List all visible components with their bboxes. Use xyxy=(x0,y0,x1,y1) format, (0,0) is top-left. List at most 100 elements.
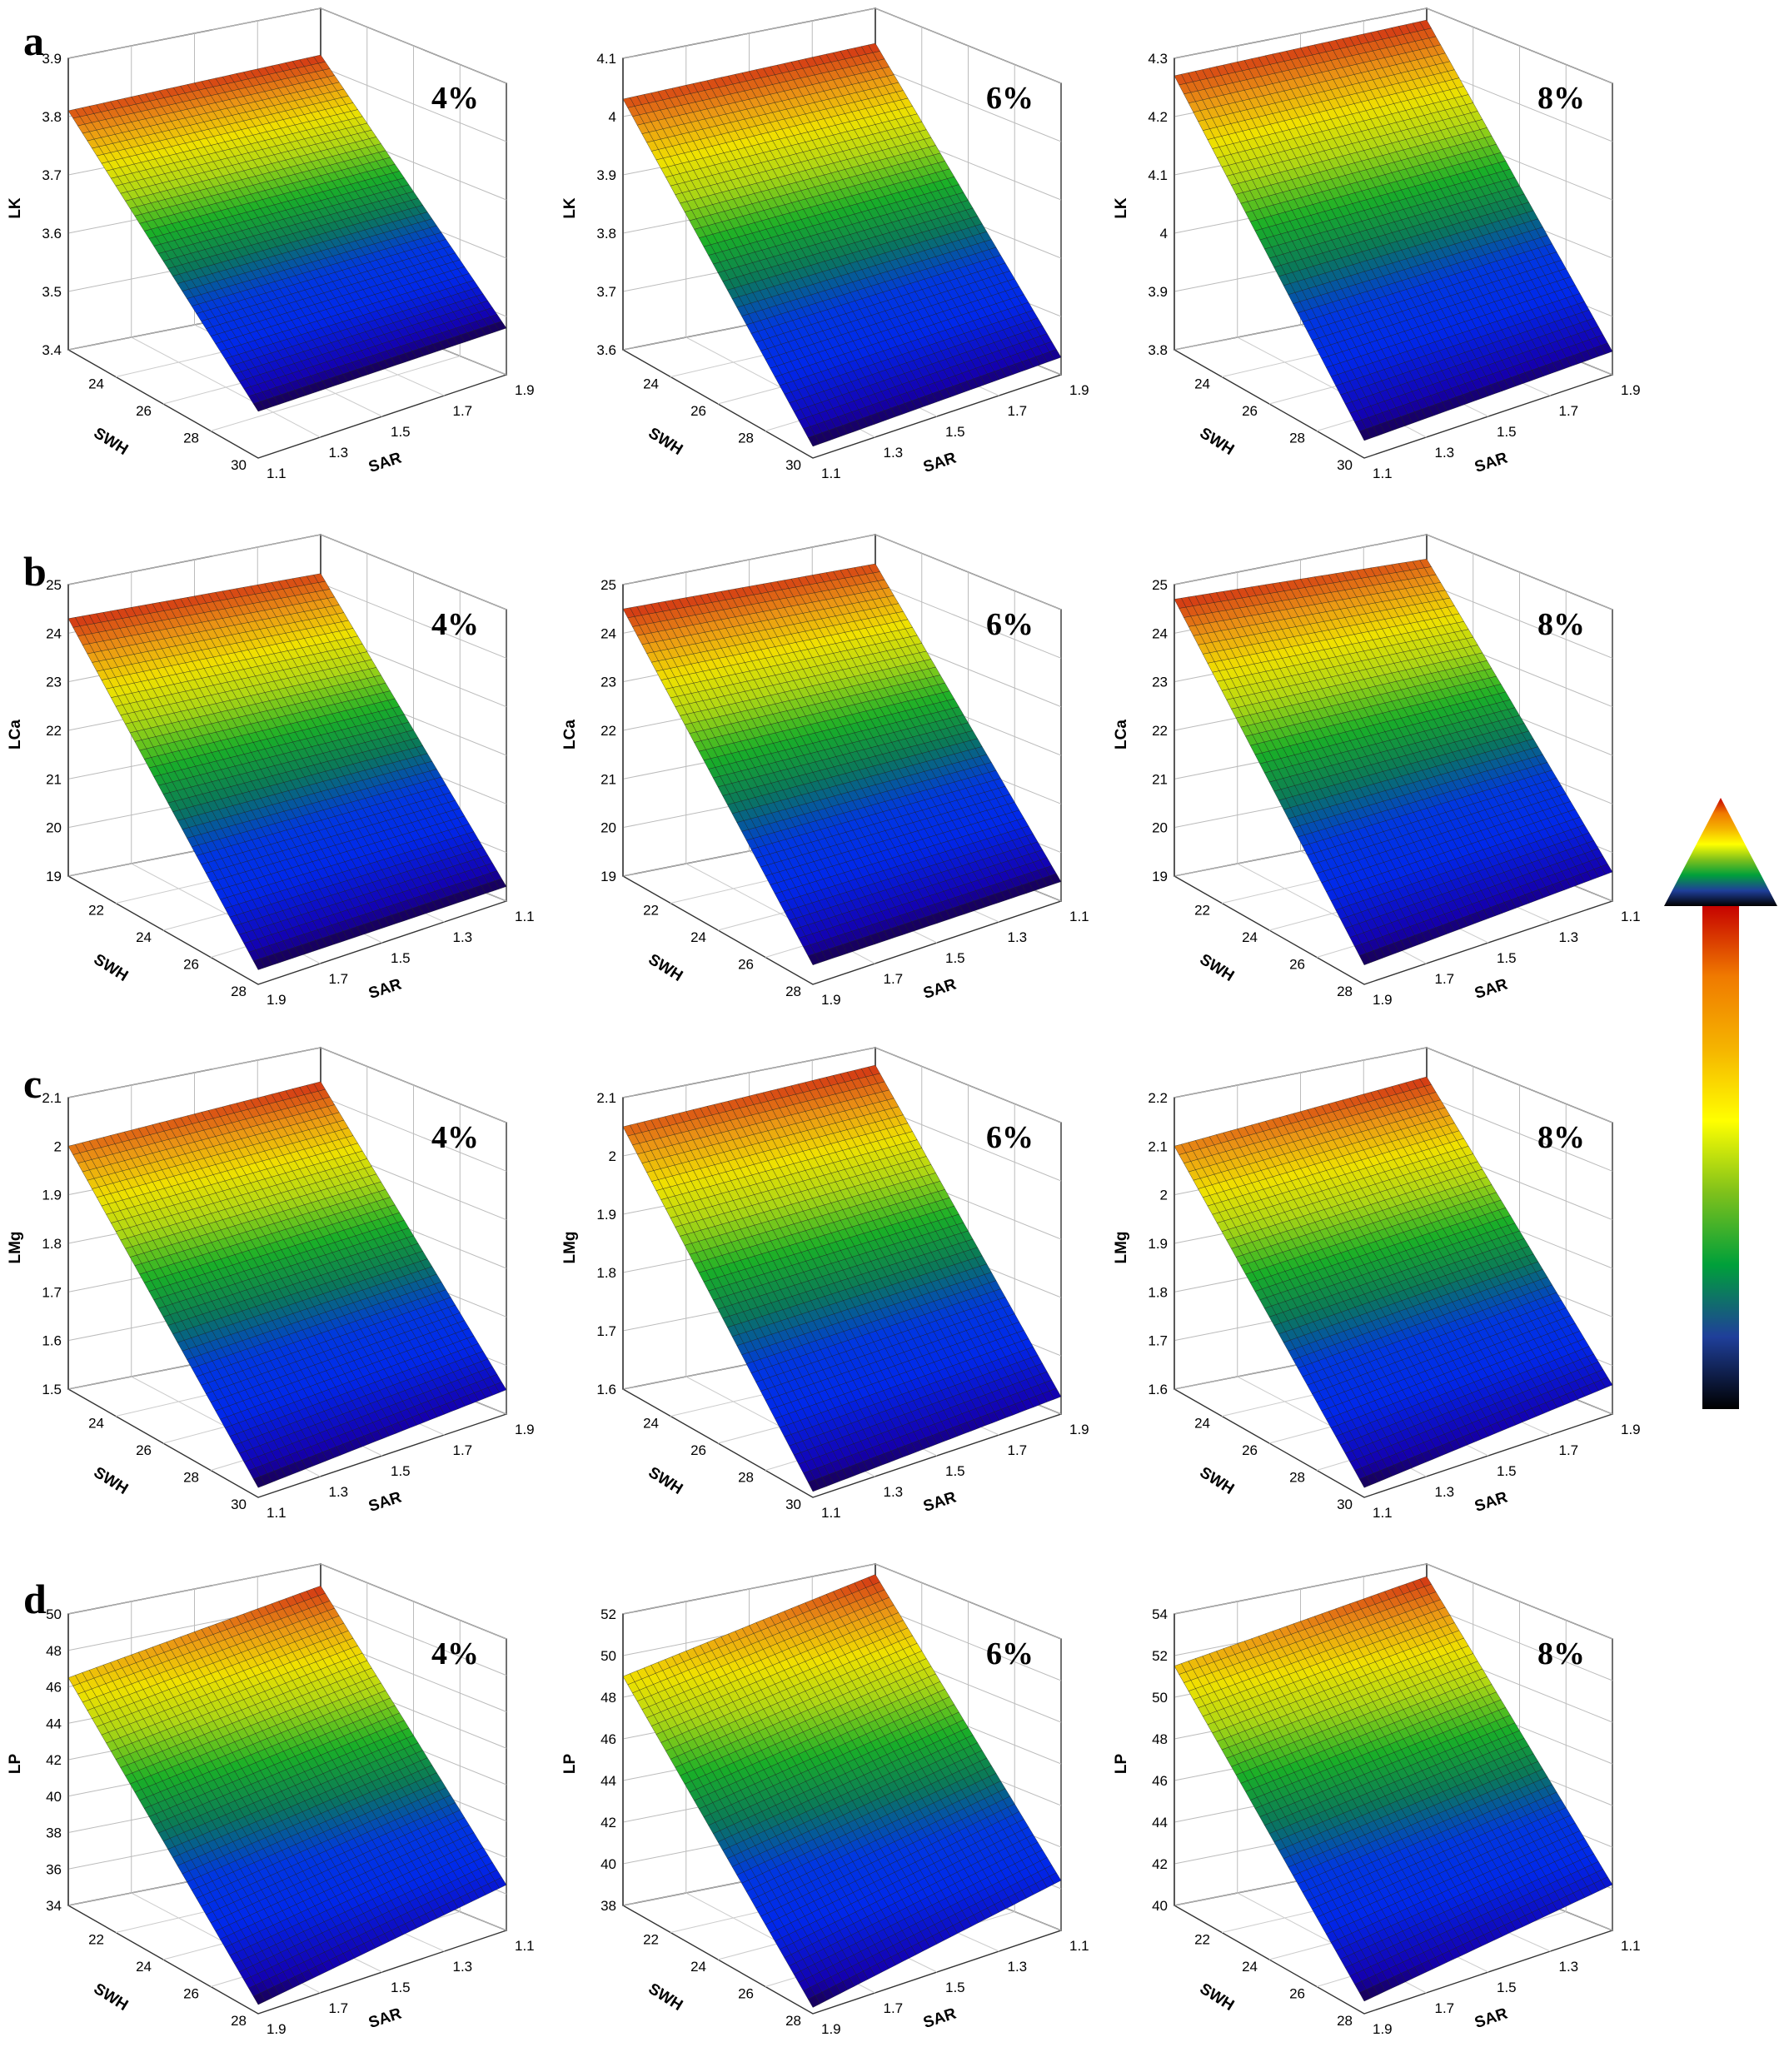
y-tick-label: 24 xyxy=(136,1959,152,1975)
z-axis-label: LCa xyxy=(561,720,579,750)
x-axis-label: SAR xyxy=(1473,1489,1510,1516)
y-tick-label: 26 xyxy=(738,1986,754,2002)
z-tick-label: 20 xyxy=(46,820,62,836)
z-tick-label: 1.7 xyxy=(42,1284,62,1300)
z-axis-label: LMg xyxy=(7,1231,24,1263)
x-tick-label: 1.7 xyxy=(1559,1442,1579,1458)
z-tick-label: 2 xyxy=(54,1138,62,1154)
z-tick-label: 24 xyxy=(600,625,616,641)
z-gridline xyxy=(67,534,507,610)
y-axis-label: SWH xyxy=(645,425,686,459)
x-axis-label: SAR xyxy=(1473,450,1510,476)
floor-front-edges xyxy=(622,1388,1062,1498)
floor-front-edges xyxy=(67,349,507,459)
surface-mesh xyxy=(622,1064,1062,1492)
x-axis-label: SAR xyxy=(921,976,959,1003)
y-tick-label: 28 xyxy=(1289,431,1305,446)
z-tick-label: 3.6 xyxy=(596,342,616,358)
z-tick-label: 3.8 xyxy=(596,226,616,242)
z-tick-label: 25 xyxy=(600,577,616,593)
x-tick-label: 1.5 xyxy=(1497,950,1517,966)
z-tick-label: 4.3 xyxy=(1148,51,1168,67)
y-tick-label: 26 xyxy=(738,957,754,973)
y-axis-label: SWH xyxy=(91,1464,132,1498)
x-tick-label: 1.5 xyxy=(945,424,965,440)
x-axis-label: SAR xyxy=(1473,976,1510,1003)
x-tick-label: 1.5 xyxy=(391,1463,411,1479)
z-tick-label: 1.6 xyxy=(1148,1382,1168,1397)
x-tick-label: 1.3 xyxy=(1008,929,1028,945)
y-tick-label: 28 xyxy=(183,431,199,446)
surface-plot: 38 40 42 44 46 48 50 52 LP 22 24 26 28 SWH 1.9 1.7 1.5 1.… xyxy=(561,1562,1089,2037)
x-axis-label: SAR xyxy=(921,2005,959,2032)
y-tick-label: 30 xyxy=(231,1497,247,1512)
x-tick-label: 1.5 xyxy=(391,424,411,440)
x-tick-label: 1.3 xyxy=(1008,1959,1028,1975)
panel-letter-d: d xyxy=(23,1576,47,1622)
panel-percent-label: 8% xyxy=(1537,607,1585,642)
x-tick-label: 1.5 xyxy=(391,950,411,966)
z-tick-label: 1.8 xyxy=(1148,1284,1168,1300)
y-tick-label: 24 xyxy=(88,376,104,392)
z-tick-label: 44 xyxy=(1152,1815,1168,1830)
x-tick-label: 1.9 xyxy=(1069,1422,1089,1437)
x-tick-label: 1.7 xyxy=(884,2000,904,2016)
x-tick-label: 1.1 xyxy=(515,1938,535,1954)
surface-plot: 40 42 44 46 48 50 52 54 LP 22 24 26 28 SWH 1.9 1.7 1.5 1.… xyxy=(1113,1562,1641,2037)
panel-percent-label: 4% xyxy=(431,1120,479,1155)
z-tick-label: 3.9 xyxy=(42,51,62,67)
x-tick-label: 1.5 xyxy=(1497,424,1517,440)
z-tick-label: 50 xyxy=(600,1648,616,1664)
y-tick-label: 26 xyxy=(1242,1442,1258,1458)
z-tick-label: 3.8 xyxy=(42,109,62,125)
x-tick-label: 1.3 xyxy=(453,1959,473,1975)
surface-plot: 1.5 1.6 1.7 1.8 1.9 2 2.1 LMg 24 26 28 30 SWH 1.1 1.3 1… xyxy=(7,1046,535,1521)
z-tick-label: 1.8 xyxy=(596,1265,616,1281)
x-tick-label: 1.1 xyxy=(821,1505,841,1521)
z-tick-label: 3.8 xyxy=(1148,342,1168,358)
surface-mesh xyxy=(67,1081,507,1488)
x-tick-label: 1.7 xyxy=(1559,403,1579,419)
surface-plot: 19 20 21 22 23 24 25 LCa 22 24 26 28 SWH 1.9 1.7 1.5 1.3… xyxy=(561,533,1089,1008)
z-tick-label: 4 xyxy=(609,109,616,125)
surface-mesh xyxy=(622,42,1062,447)
x-tick-label: 1.3 xyxy=(453,929,473,945)
panel-percent-label: 8% xyxy=(1537,1636,1585,1671)
surface-mesh xyxy=(67,1586,507,2005)
z-tick-label: 40 xyxy=(46,1789,62,1805)
z-axis-label: LCa xyxy=(1113,720,1130,750)
z-tick-label: 22 xyxy=(600,723,616,739)
z-gridline xyxy=(1174,7,1613,84)
x-tick-label: 1.9 xyxy=(821,992,841,1008)
y-axis-label: SWH xyxy=(1197,1980,1238,2015)
surface-plot: 3.4 3.5 3.6 3.7 3.8 3.9 LK 24 26 28 30 SWH 1.1 1.3 1.5… xyxy=(7,7,535,481)
z-tick-label: 1.5 xyxy=(42,1382,62,1397)
z-gridline xyxy=(622,7,1062,84)
z-tick-label: 46 xyxy=(600,1731,616,1747)
z-tick-label: 1.6 xyxy=(596,1382,616,1397)
z-tick-label: 3.9 xyxy=(596,167,616,183)
z-axis-label: LP xyxy=(561,1754,579,1775)
y-tick-label: 24 xyxy=(1242,929,1258,945)
y-tick-label: 24 xyxy=(1194,1416,1210,1432)
surface-plot: 1.6 1.7 1.8 1.9 2 2.1 LMg 24 26 28 30 SWH 1.1 1.3 1.5 1… xyxy=(561,1046,1089,1521)
z-axis-label: LCa xyxy=(7,720,24,750)
y-tick-label: 22 xyxy=(88,1932,104,1948)
y-tick-label: 28 xyxy=(1289,1470,1305,1486)
z-tick-label: 2 xyxy=(609,1148,616,1164)
y-tick-label: 26 xyxy=(136,1442,152,1458)
y-tick-label: 22 xyxy=(88,903,104,919)
y-axis-label: SWH xyxy=(645,951,686,985)
y-tick-label: 28 xyxy=(738,431,754,446)
surface-plot: 3.6 3.7 3.8 3.9 4 4.1 LK 24 26 28 30 SWH 1.1 1.3 1.5 1.… xyxy=(561,7,1089,481)
z-tick-label: 1.9 xyxy=(1148,1236,1168,1252)
z-tick-label: 46 xyxy=(46,1680,62,1696)
x-tick-label: 1.9 xyxy=(267,992,287,1008)
x-tick-label: 1.3 xyxy=(884,1484,904,1500)
x-tick-label: 1.1 xyxy=(1069,909,1089,924)
z-tick-label: 1.8 xyxy=(42,1236,62,1252)
z-tick-label: 3.7 xyxy=(596,284,616,300)
z-tick-label: 48 xyxy=(1152,1731,1168,1747)
z-tick-label: 20 xyxy=(600,820,616,836)
x-tick-label: 1.5 xyxy=(945,1463,965,1479)
